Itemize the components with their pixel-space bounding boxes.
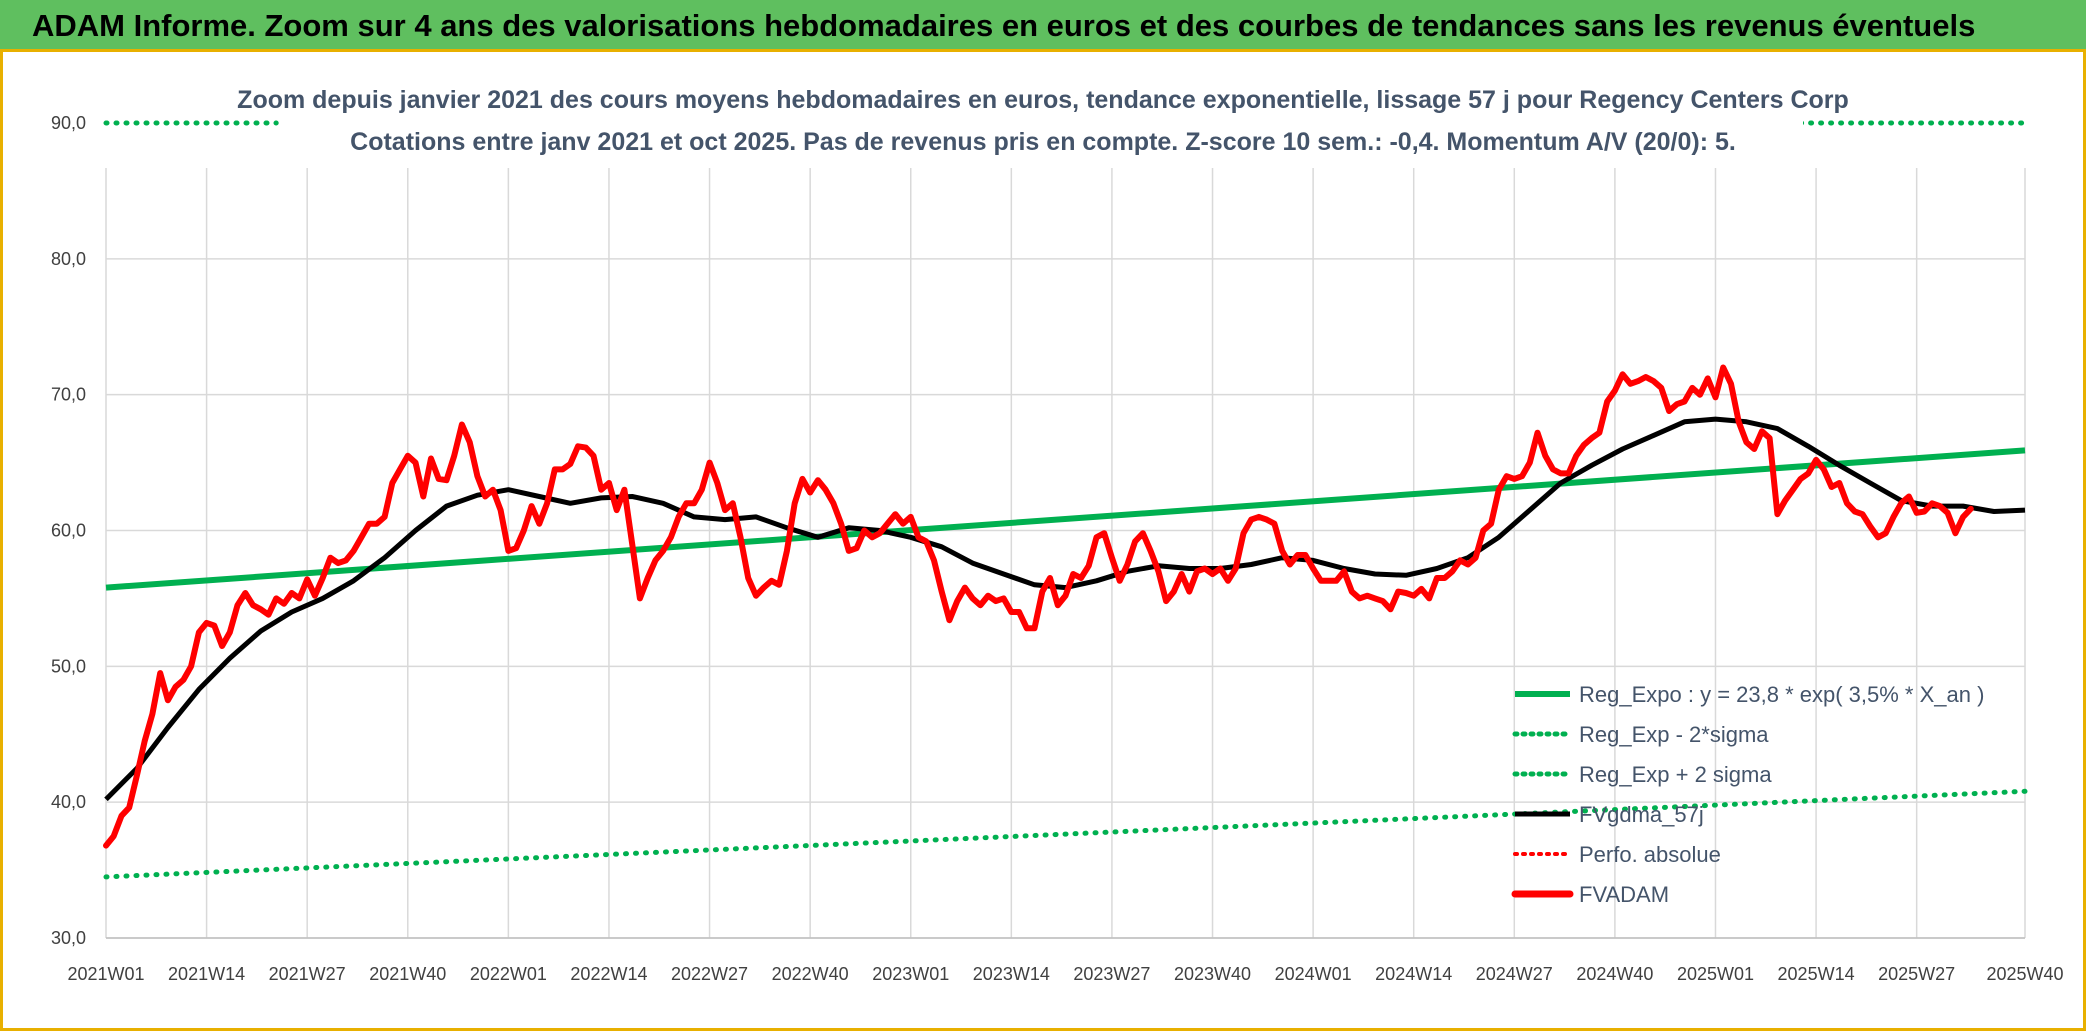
title-banner: ADAM Informe. Zoom sur 4 ans des valoris… bbox=[0, 0, 2086, 52]
legend-box bbox=[1500, 672, 2040, 912]
x-tick-label: 2025W27 bbox=[1878, 964, 1955, 984]
legend: Reg_Expo : y = 23,8 * exp( 3,5% * X_an )… bbox=[1500, 672, 2040, 912]
x-tick-label: 2022W01 bbox=[470, 964, 547, 984]
series-fvadam bbox=[103, 364, 1974, 849]
y-tick-label: 60,0 bbox=[51, 521, 86, 541]
series-reg-exp-minus-2sigma bbox=[103, 788, 2028, 880]
x-tick-label: 2022W14 bbox=[570, 964, 647, 984]
x-tick-label: 2021W40 bbox=[369, 964, 446, 984]
x-tick-label: 2025W40 bbox=[1986, 964, 2063, 984]
legend-label-reg-expo: Reg_Expo : y = 23,8 * exp( 3,5% * X_an ) bbox=[1579, 682, 1984, 707]
x-tick-label: 2021W01 bbox=[67, 964, 144, 984]
x-tick-label: 2024W14 bbox=[1375, 964, 1452, 984]
y-tick-label: 30,0 bbox=[51, 928, 86, 948]
y-tick-label: 40,0 bbox=[51, 792, 86, 812]
x-tick-label: 2022W27 bbox=[671, 964, 748, 984]
x-tick-label: 2022W40 bbox=[772, 964, 849, 984]
x-tick-label: 2025W01 bbox=[1677, 964, 1754, 984]
x-axis: 2021W01 2021W14 2021W27 2021W40 2022W01 2022W… bbox=[67, 937, 2064, 984]
x-tick-label: 2023W27 bbox=[1073, 964, 1150, 984]
legend-label-fvadam: FVADAM bbox=[1579, 882, 1669, 907]
x-tick-label: 2024W27 bbox=[1476, 964, 1553, 984]
chart-title: Zoom depuis janvier 2021 des cours moyen… bbox=[237, 86, 1849, 114]
x-tick-label: 2024W01 bbox=[1275, 964, 1352, 984]
page-title: ADAM Informe. Zoom sur 4 ans des valoris… bbox=[32, 8, 1976, 43]
x-tick-label: 2021W27 bbox=[269, 964, 346, 984]
y-tick-label: 50,0 bbox=[51, 656, 86, 676]
legend-label-reg-exp-plus: Reg_Exp + 2 sigma bbox=[1579, 762, 1772, 787]
series-layer bbox=[103, 120, 2028, 880]
x-tick-label: 2023W01 bbox=[872, 964, 949, 984]
y-tick-label: 80,0 bbox=[51, 249, 86, 269]
x-tick-label: 2025W14 bbox=[1778, 964, 1855, 984]
subtitle-box bbox=[283, 78, 1803, 168]
x-tick-label: 2024W40 bbox=[1576, 964, 1653, 984]
chart-frame bbox=[0, 52, 2086, 1031]
legend-label-reg-exp-minus: Reg_Exp - 2*sigma bbox=[1579, 722, 1769, 747]
x-tick-label: 2023W14 bbox=[973, 964, 1050, 984]
chart-subtitle: Cotations entre janv 2021 et oct 2025. P… bbox=[350, 128, 1736, 156]
x-tick-label: 2023W40 bbox=[1174, 964, 1251, 984]
series-reg-expo bbox=[105, 447, 2026, 591]
y-tick-label: 70,0 bbox=[51, 385, 86, 405]
y-axis: 30,0 40,0 50,0 60,0 70,0 80,0 90,0 bbox=[51, 113, 86, 948]
x-tick-label: 2021W14 bbox=[168, 964, 245, 984]
grid-lines bbox=[105, 168, 2026, 939]
y-tick-label: 90,0 bbox=[51, 113, 86, 133]
legend-label-fvgdma: FVgdma_57j bbox=[1579, 802, 1704, 827]
legend-label-perfo: Perfo. absolue bbox=[1579, 842, 1721, 867]
